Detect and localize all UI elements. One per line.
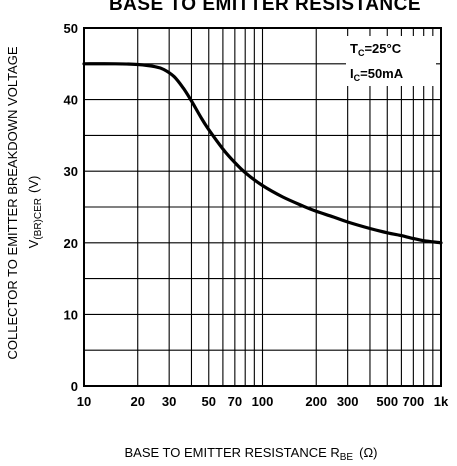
- y-tick-label: 10: [64, 307, 78, 322]
- x-tick-label: 70: [228, 394, 242, 409]
- breakdown-voltage-curve: [82, 62, 443, 245]
- x-tick-label: 1k: [434, 394, 449, 409]
- x-tick-label: 500: [376, 394, 398, 409]
- plot-frame: [83, 27, 442, 387]
- x-tick-label: 20: [130, 394, 144, 409]
- x-tick-label: 30: [162, 394, 176, 409]
- x-axis-label: BASE TO EMITTER RESISTANCE RBE (Ω): [125, 445, 378, 463]
- y-tick-label: 30: [64, 164, 78, 179]
- x-tick-label: 50: [202, 394, 216, 409]
- condition-current: IC=50mA: [350, 66, 404, 83]
- chart-title: BASE TO EMITTER RESISTANCE: [109, 0, 421, 15]
- conditions-box: TC=25°C IC=50mA: [346, 36, 436, 86]
- x-tick-label: 100: [252, 394, 274, 409]
- y-tick-label: 20: [64, 236, 78, 251]
- x-tick-label: 700: [402, 394, 424, 409]
- condition-temperature: TC=25°C: [350, 41, 402, 58]
- y-tick-label: 50: [64, 21, 78, 36]
- y-axis-label: COLLECTOR TO EMITTER BREAKDOWN VOLTAGE: [5, 46, 20, 359]
- y-tick-label: 0: [71, 379, 78, 394]
- x-tick-label: 300: [337, 394, 359, 409]
- y-axis-label-symbol: V(BR)CER(V): [26, 176, 44, 249]
- x-tick-label: 200: [305, 394, 327, 409]
- y-tick-label: 40: [64, 93, 78, 108]
- conditions-background: [346, 36, 436, 86]
- x-tick-label: 10: [77, 394, 91, 409]
